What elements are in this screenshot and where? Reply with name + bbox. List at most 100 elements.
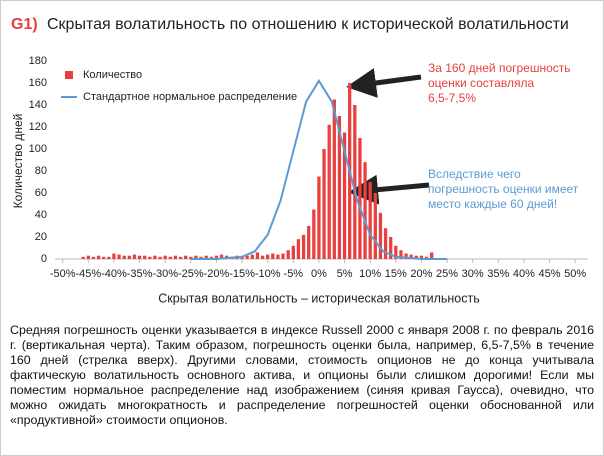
bar [378,212,383,259]
bar [132,254,137,259]
bar [163,255,167,259]
bar [424,256,429,259]
x-tick-label: -30% [152,268,178,280]
x-tick-label: -40% [101,268,127,280]
bar [96,255,101,259]
annotation: погрешность оценки имеет [428,182,579,196]
bar [127,255,131,259]
bar [414,255,418,259]
bar [342,132,347,259]
y-tick-label: 40 [35,209,47,221]
bar [312,209,316,259]
y-tick-label: 100 [29,143,47,155]
bar [363,162,367,259]
bar [219,254,224,259]
bar [168,256,172,259]
bar [91,256,96,259]
x-tick-label: 40% [513,268,535,280]
bar [368,182,372,259]
y-axis-label: Количество дней [11,114,25,209]
x-tick-label: -10% [255,268,281,280]
bar [143,255,147,259]
y-tick-label: 120 [29,121,47,133]
bar [317,176,321,259]
bar [276,254,280,259]
x-tick-label: 10% [359,268,381,280]
bar [153,255,157,259]
y-tick-label: 140 [29,99,47,111]
bar [389,237,393,259]
bar [322,149,326,259]
bar [102,256,106,259]
bar [112,253,116,259]
bar [271,253,275,259]
bar [291,245,295,259]
x-tick-label: -45% [75,268,101,280]
legend-label: Количество [83,69,142,81]
x-tick-label: 20% [410,268,432,280]
bar [245,255,249,259]
annotation: 6,5-7,5% [428,91,476,105]
bar [148,256,152,259]
chart-title: Скрытая волатильность по отношению к ист… [47,16,569,33]
legend-swatch [65,71,73,79]
x-tick-label: -35% [127,268,153,280]
x-tick-label: -25% [178,268,204,280]
paragraph: Средняя погрешность оценки указывается в… [10,323,594,427]
bar [399,250,403,259]
bar [266,254,270,259]
bar [358,138,362,259]
x-tick-label: 15% [385,268,407,280]
chart: G1) Скрытая волатильность по отношению к… [11,16,588,305]
bar [419,255,424,259]
bar [199,256,203,259]
bar [81,256,85,259]
bar [409,254,413,259]
x-tick-label: -20% [204,268,230,280]
bar [214,255,219,259]
bar [301,234,306,259]
bar [286,250,290,259]
x-tick-label: 35% [487,268,509,280]
bar [394,245,398,259]
annotation: оценки составляла [428,76,534,90]
y-tick-label: 60 [35,187,47,199]
bar [204,255,208,259]
bar [404,253,408,259]
bar [337,116,342,259]
annotation: место каждые 60 дней! [428,197,557,211]
y-tick-label: 180 [29,55,47,67]
bar [107,256,111,259]
arrow [348,174,430,205]
arrow [346,68,422,98]
x-tick-label: -15% [229,268,255,280]
bar [194,255,198,259]
bar [296,239,301,259]
chart-label: G1) [11,16,38,33]
bar [260,255,265,259]
bar [117,254,121,259]
x-tick-label: 25% [436,268,458,280]
bar [178,256,183,259]
bar [173,255,178,259]
bar [327,124,331,259]
bar [209,256,213,259]
legend-label: Стандартное нормальное распределение [83,91,297,103]
annotation: За 160 дней погрешность [428,61,571,75]
bar [373,193,377,259]
x-tick-label: -5% [284,268,304,280]
annotation: Вследствие чего [428,167,521,181]
x-tick-label: 0% [311,268,327,280]
bar [158,256,162,259]
bar [137,255,142,259]
x-tick-label: 45% [539,268,561,280]
bar [307,226,311,259]
bar [184,255,188,259]
bar [240,256,244,259]
y-tick-label: 20 [35,231,47,243]
x-tick-label: 5% [337,268,353,280]
curve [190,78,448,260]
x-axis-label: Скрытая волатильность – историческая вол… [158,291,479,305]
x-tick-label: -50% [50,268,76,280]
